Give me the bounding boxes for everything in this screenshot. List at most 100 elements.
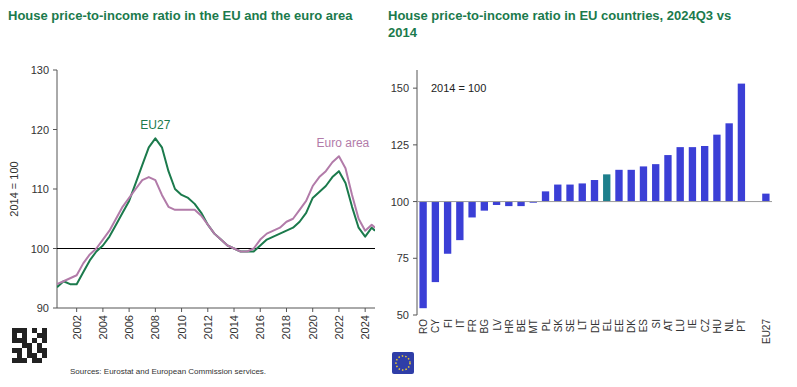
title: House price-to-income ratio in EU countr… bbox=[388, 8, 731, 40]
x-tick-label: ES bbox=[638, 319, 649, 333]
title-line: 2014 bbox=[388, 25, 418, 40]
qr-cell bbox=[27, 348, 32, 353]
x-tick-label: IE bbox=[687, 319, 698, 329]
y-tick bbox=[413, 144, 417, 145]
qr-icon bbox=[12, 328, 47, 363]
x-tick-label: HU bbox=[712, 319, 723, 333]
y-tick bbox=[53, 70, 57, 71]
bar bbox=[738, 84, 745, 202]
qr-cell bbox=[42, 328, 47, 333]
plot-area bbox=[57, 138, 375, 287]
series-line bbox=[57, 156, 375, 284]
x-tick bbox=[260, 308, 261, 312]
x-tick-label: 2012 bbox=[202, 315, 214, 339]
x-tick-label: SK bbox=[553, 319, 564, 333]
series-label: EU27 bbox=[140, 118, 170, 132]
bar bbox=[701, 146, 708, 202]
y-tick-label: 100 bbox=[391, 196, 409, 208]
qr-cell bbox=[17, 338, 22, 343]
x-tick-label: SE bbox=[565, 319, 576, 333]
baseline bbox=[57, 248, 375, 249]
qr-cell bbox=[17, 328, 22, 333]
qr-cell bbox=[37, 358, 42, 363]
y-tick-label: 120 bbox=[31, 124, 49, 136]
y-tick bbox=[53, 308, 57, 309]
x-tick-label: 2024 bbox=[359, 315, 371, 339]
y-tick bbox=[53, 248, 57, 249]
bar bbox=[432, 202, 439, 283]
qr-cell bbox=[27, 343, 32, 348]
series-label: Euro area bbox=[317, 136, 370, 150]
x-tick bbox=[365, 308, 366, 312]
plot-area bbox=[419, 84, 769, 309]
y-tick-label: 75 bbox=[397, 252, 409, 264]
y-tick-label: 100 bbox=[31, 243, 49, 255]
y-tick-label: 150 bbox=[391, 82, 409, 94]
x-tick-label: BE bbox=[516, 319, 527, 333]
eu-logo bbox=[392, 352, 414, 374]
x-tick bbox=[155, 308, 156, 312]
bar bbox=[628, 170, 635, 202]
bar bbox=[762, 194, 769, 202]
bar bbox=[725, 123, 732, 201]
x-tick-label: FI bbox=[443, 319, 454, 328]
qr-cell bbox=[17, 358, 22, 363]
x-tick-label: EE bbox=[614, 319, 625, 333]
qr-cell bbox=[22, 333, 27, 338]
bar bbox=[481, 202, 488, 211]
x-tick-label: 2004 bbox=[97, 315, 109, 339]
bar bbox=[677, 147, 684, 201]
x-tick-label: FR bbox=[467, 319, 478, 332]
x-tick bbox=[76, 308, 77, 312]
x-tick bbox=[286, 308, 287, 312]
bar bbox=[517, 202, 524, 207]
x-tick-label: 2022 bbox=[333, 315, 345, 339]
x-tick-label: 2016 bbox=[254, 315, 266, 339]
x-tick-label: 2010 bbox=[176, 315, 188, 339]
qr-cell bbox=[22, 328, 27, 333]
x-tick-label: 2018 bbox=[280, 315, 292, 339]
y-axis-title: 2014 = 100 bbox=[8, 161, 20, 216]
qr-cell bbox=[22, 358, 27, 363]
bar bbox=[689, 147, 696, 201]
x-tick bbox=[181, 308, 182, 312]
x-tick-label: DK bbox=[626, 319, 637, 333]
bar bbox=[554, 185, 561, 202]
x-tick-label: HR bbox=[504, 319, 515, 333]
y-tick bbox=[413, 315, 417, 316]
bar bbox=[505, 202, 512, 207]
x-tick-label: DE bbox=[590, 319, 601, 333]
title: House price-to-income ratio in the EU an… bbox=[8, 8, 353, 23]
x-tick bbox=[234, 308, 235, 312]
qr-cell bbox=[42, 333, 47, 338]
y-tick-label: 110 bbox=[31, 183, 49, 195]
x-axis-line bbox=[57, 308, 375, 309]
qr-cell bbox=[22, 338, 27, 343]
x-tick-label: IT bbox=[455, 319, 466, 328]
qr-cell bbox=[17, 353, 22, 358]
x-tick-label: RO bbox=[418, 319, 429, 334]
series-line bbox=[57, 138, 375, 287]
x-tick-label: LV bbox=[492, 319, 503, 331]
y-tick bbox=[53, 129, 57, 130]
x-tick-label: 2020 bbox=[307, 315, 319, 339]
x-tick-label: SI bbox=[651, 319, 662, 328]
bar bbox=[468, 202, 475, 218]
y-tick bbox=[413, 201, 417, 202]
x-tick-label: EU27 bbox=[761, 319, 772, 344]
x-tick-label: AT bbox=[663, 319, 674, 331]
x-tick-label: CZ bbox=[700, 319, 711, 332]
y-tick-label: 130 bbox=[31, 64, 49, 76]
x-tick-label: CY bbox=[430, 319, 441, 333]
y-tick-label: 90 bbox=[37, 302, 49, 314]
bar bbox=[640, 166, 647, 201]
qr-cell bbox=[37, 343, 42, 348]
qr-cell bbox=[42, 338, 47, 343]
qr-cell bbox=[32, 353, 37, 358]
bar bbox=[664, 155, 671, 202]
qr-cell bbox=[42, 353, 47, 358]
x-tick-label: PT bbox=[736, 319, 747, 332]
bar bbox=[591, 180, 598, 202]
bar bbox=[419, 202, 426, 309]
x-tick bbox=[207, 308, 208, 312]
